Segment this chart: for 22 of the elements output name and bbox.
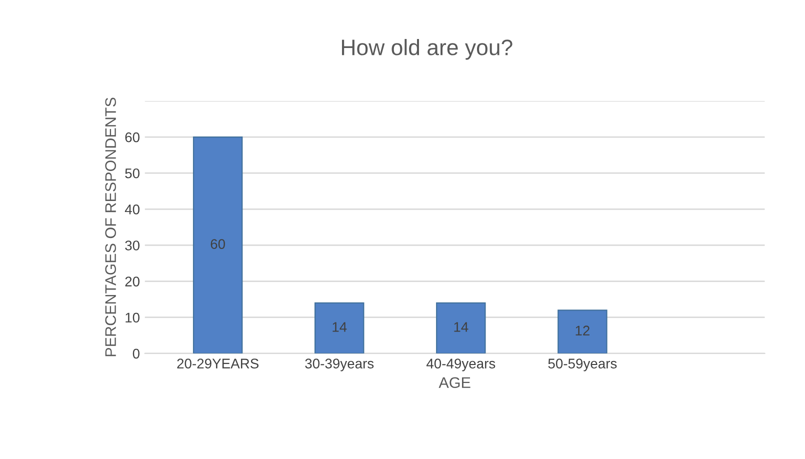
bar: [314, 302, 364, 354]
y-tick-label: 10: [126, 312, 140, 323]
y-tick-label: 50: [125, 168, 140, 178]
y-axis-title: PERCENTAGES OF RESPONDENTS: [105, 98, 116, 356]
x-tick-label: 30-39years: [305, 358, 374, 372]
y-tick-label: 20: [125, 276, 140, 286]
y-tick-label: 60: [125, 132, 140, 142]
x-tick-label: 50-59years: [548, 358, 617, 372]
data-label: 12: [576, 326, 590, 336]
data-label: 14: [332, 322, 347, 332]
y-tick-label: 30: [125, 240, 140, 250]
data-label: 60: [210, 239, 226, 249]
x-tick-label: 40-49years: [426, 358, 496, 372]
bar: [192, 136, 243, 354]
bar: [436, 302, 486, 354]
x-tick-label: 20-29YEARS: [177, 358, 258, 368]
bar: [558, 310, 608, 354]
data-label: 14: [454, 322, 468, 332]
y-tick-label: 0: [132, 348, 140, 359]
y-tick-label: 40: [124, 204, 140, 214]
chart-title: How old are you?: [342, 38, 512, 60]
x-axis-title: AGE: [438, 377, 470, 388]
